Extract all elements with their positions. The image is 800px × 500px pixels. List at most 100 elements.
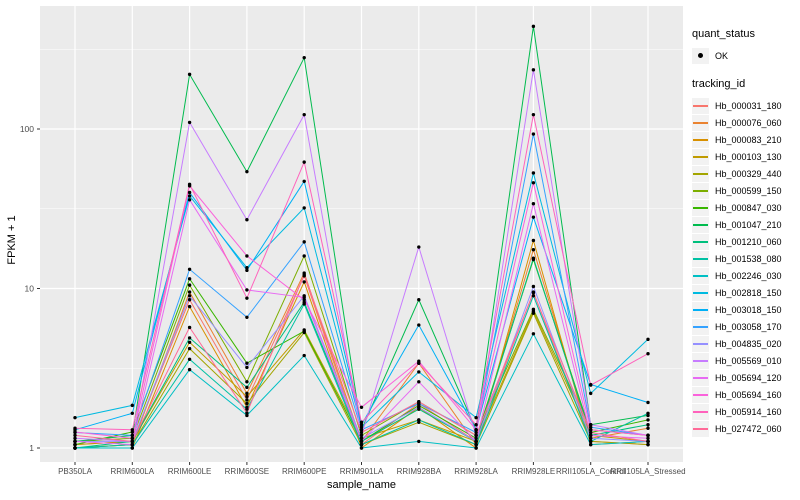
x-tick-label: RRIM600LE (168, 467, 212, 476)
data-point (302, 160, 306, 164)
data-point (646, 436, 650, 441)
data-point (245, 266, 249, 270)
legend-key (692, 403, 709, 420)
data-point (187, 190, 192, 195)
x-tick-label: RRIM901LA (340, 467, 384, 476)
legend-line-swatch (693, 257, 708, 260)
data-point (73, 430, 77, 434)
data-point (187, 367, 192, 372)
legend-key (692, 199, 709, 216)
data-point (589, 391, 593, 396)
legend-line-swatch (693, 138, 708, 141)
data-point (187, 357, 192, 361)
data-point (417, 418, 421, 422)
data-point (589, 428, 593, 432)
data-point (245, 268, 249, 273)
x-tick-label: RRIM600PE (282, 467, 326, 476)
legend-key (692, 233, 709, 250)
legend-key (692, 284, 709, 301)
data-point (417, 298, 421, 302)
legend-item-Hb_003058_170: Hb_003058_170 (692, 318, 798, 335)
legend-key (692, 148, 709, 165)
x-tick-label: RRIM600SE (225, 467, 269, 476)
data-point (417, 245, 421, 249)
data-point (646, 433, 650, 438)
data-point (245, 217, 249, 222)
legend-line-swatch (693, 206, 708, 209)
data-point (474, 428, 478, 432)
legend-item-Hb_000847_030: Hb_000847_030 (692, 199, 798, 216)
y-tick-label: 100 (20, 124, 34, 134)
legend-line-swatch (693, 308, 708, 311)
data-point (245, 401, 249, 406)
data-point (474, 439, 478, 444)
legend-title-tracking-id: tracking_id (692, 78, 746, 90)
legend-label: Hb_001210_060 (715, 236, 782, 247)
data-point (245, 407, 249, 411)
legend-tracking-id: tracking_id Hb_000031_180 Hb_000076_060 Hb… (692, 78, 798, 437)
data-point (187, 277, 192, 281)
legend-item-Hb_000599_150: Hb_000599_150 (692, 182, 798, 199)
data-point (531, 112, 536, 117)
data-point (302, 329, 306, 333)
legend-key (692, 352, 709, 369)
legend-line-swatch (693, 240, 708, 243)
data-point (245, 169, 249, 174)
legend-item-Hb_002818_150: Hb_002818_150 (692, 284, 798, 301)
data-point (187, 298, 192, 302)
legend-item-Hb_004835_020: Hb_004835_020 (692, 335, 798, 352)
legend-title-quant-status: quant_status (692, 28, 755, 40)
data-point (589, 383, 593, 387)
legend-item-Hb_003018_150: Hb_003018_150 (692, 301, 798, 318)
legend: quant_status OK tracking_id Hb_000031_18… (692, 28, 798, 451)
data-point (245, 411, 249, 415)
data-point (417, 323, 421, 327)
x-tick-label: RRII105LA_Stressed (610, 467, 685, 476)
data-point (245, 394, 249, 399)
data-point (359, 442, 364, 447)
data-point (130, 436, 134, 441)
data-point (130, 403, 134, 408)
data-point (245, 296, 249, 300)
data-point (589, 425, 593, 429)
data-point (130, 446, 134, 450)
data-point (359, 405, 364, 409)
data-point (589, 439, 593, 444)
data-point (245, 398, 249, 402)
data-point (531, 307, 536, 312)
data-point (187, 325, 192, 330)
data-point (646, 411, 650, 416)
legend-key (692, 182, 709, 199)
data-point (302, 55, 306, 60)
legend-line-swatch (693, 359, 708, 362)
data-point (646, 352, 650, 356)
data-point (531, 238, 536, 243)
data-point (531, 284, 536, 289)
legend-label: Hb_005914_160 (715, 406, 782, 417)
legend-item-ok: OK (692, 47, 798, 64)
data-point (589, 442, 593, 447)
legend-line-swatch (693, 393, 708, 396)
legend-line-swatch (693, 104, 708, 107)
data-point (474, 433, 478, 438)
legend-line-swatch (693, 155, 708, 158)
data-point (531, 24, 536, 29)
legend-label: Hb_000847_030 (715, 202, 782, 213)
data-point (245, 361, 249, 365)
data-point (302, 273, 306, 277)
legend-line-swatch (693, 410, 708, 413)
data-point (73, 415, 77, 420)
legend-key (692, 267, 709, 284)
data-point (646, 400, 650, 405)
data-point (302, 298, 306, 302)
legend-label: Hb_001538_080 (715, 253, 782, 264)
data-point (359, 436, 364, 441)
data-point (187, 346, 192, 351)
legend-item-Hb_001210_060: Hb_001210_060 (692, 233, 798, 250)
x-tick-label: RRIM928BA (397, 467, 442, 476)
legend-label: Hb_005694_160 (715, 389, 782, 400)
data-point (187, 72, 192, 77)
legend-key (692, 318, 709, 335)
legend-line-swatch (693, 121, 708, 124)
